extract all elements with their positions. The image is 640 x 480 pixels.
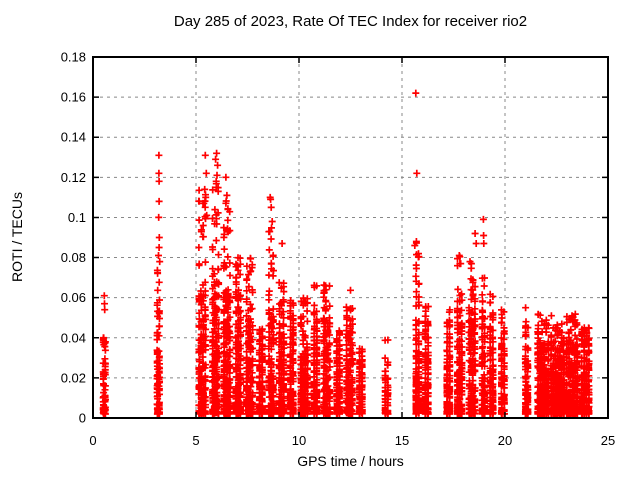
y-tick-label: 0.16: [61, 90, 86, 105]
y-tick-label: 0: [79, 411, 86, 426]
tick-marks: [92, 56, 609, 419]
y-tick-label: 0.18: [61, 50, 86, 65]
x-tick-label: 0: [89, 433, 96, 448]
x-tick-label: 10: [292, 433, 306, 448]
y-tick-label: 0.12: [61, 170, 86, 185]
y-tick-label: 0.06: [61, 290, 86, 305]
x-axis-label: GPS time / hours: [297, 453, 404, 469]
data-points: [99, 89, 593, 418]
x-tick-label: 5: [192, 433, 199, 448]
y-tick-label: 0.08: [61, 250, 86, 265]
y-tick-label: 0.02: [61, 370, 86, 385]
y-tick-label: 0.1: [68, 210, 86, 225]
axis-border: [92, 56, 609, 419]
x-tick-label: 25: [601, 433, 615, 448]
y-tick-label: 0.04: [61, 330, 86, 345]
y-tick-label: 0.14: [61, 130, 86, 145]
chart-title: Day 285 of 2023, Rate Of TEC Index for r…: [173, 13, 528, 30]
x-tick-label: 15: [395, 433, 409, 448]
x-tick-label: 20: [498, 433, 512, 448]
